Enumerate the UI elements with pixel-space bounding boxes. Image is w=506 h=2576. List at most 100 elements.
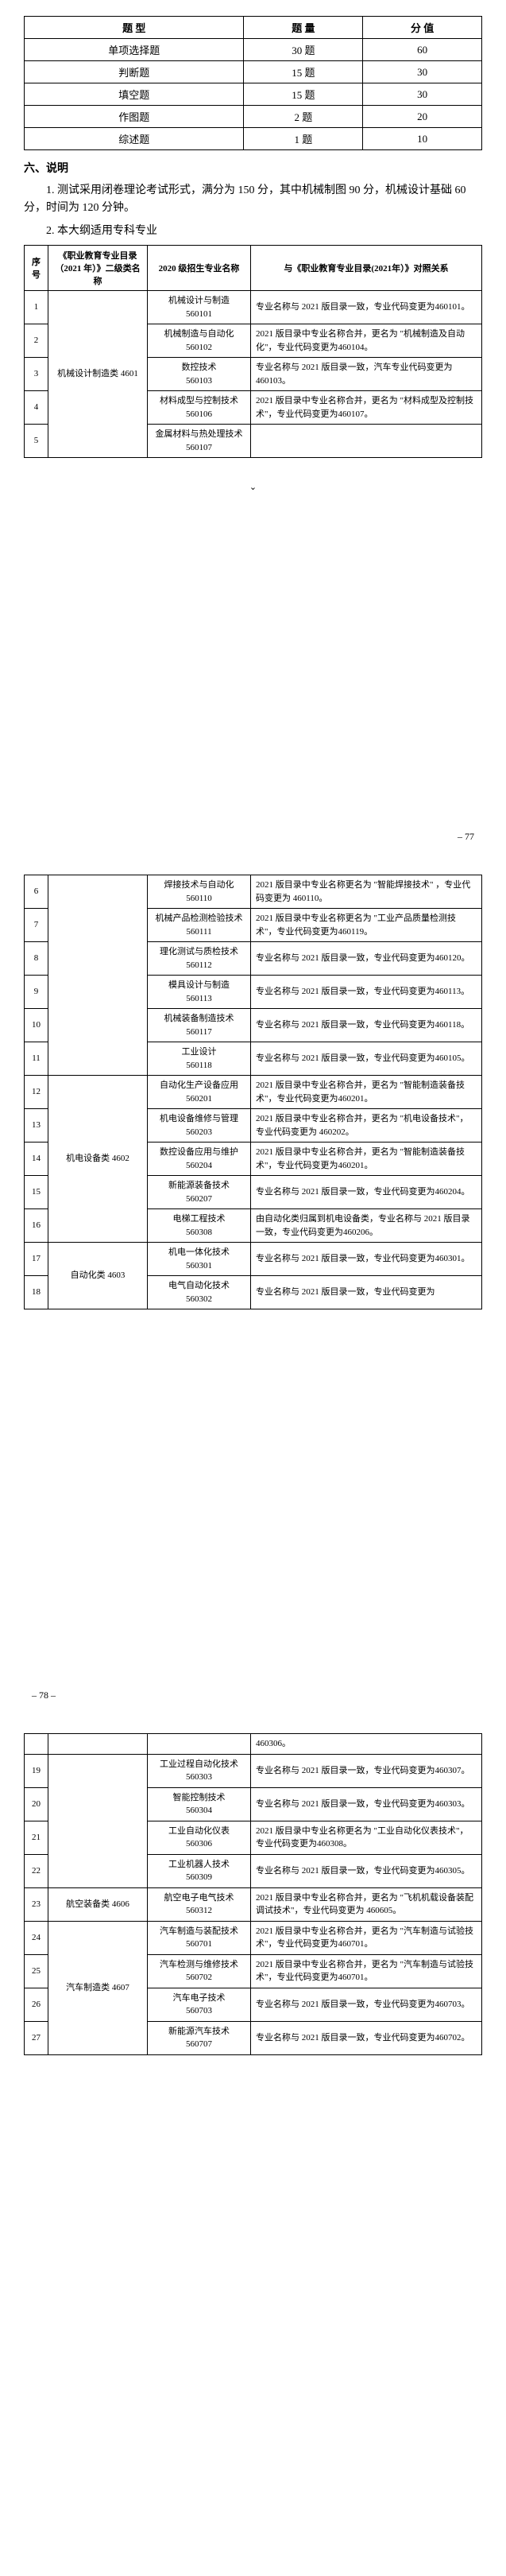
table-cell: 专业名称与 2021 版目录一致，专业代码变更为460703。 [251,1988,482,2021]
table-cell: 21 [25,1821,48,1854]
table-row: 12机电设备类 4602自动化生产设备应用5602012021 版目录中专业名称… [25,1076,482,1109]
table-cell: 6 [25,875,48,909]
table-cell: 数控技术560103 [148,358,251,391]
col-type: 题 型 [25,17,244,39]
table-cell: 自动化生产设备应用560201 [148,1076,251,1109]
table-cell: 14 [25,1143,48,1176]
table-cell: 专业名称与 2021 版目录一致，专业代码变更为460120。 [251,942,482,976]
table-cell: 2021 版目录中专业名称合并，更名为 "智能制造装备技术"，专业代码变更为46… [251,1076,482,1109]
table-cell: 24 [25,1921,48,1954]
table-cell: 数控设备应用与维护560204 [148,1143,251,1176]
table-cell: 材料成型与控制技术560106 [148,391,251,425]
table-cell: 18 [25,1276,48,1309]
table-cell: 专业名称与 2021 版目录一致，专业代码变更为460101。 [251,291,482,324]
table-cell: 22 [25,1854,48,1887]
table-cell: 26 [25,1988,48,2021]
table-cell: 工业机器人技术560309 [148,1854,251,1887]
table-cell: 机电设备维修与管理560203 [148,1109,251,1143]
table-cell: 由自动化类归属到机电设备类，专业名称与 2021 版目录一致，专业代码变更为46… [251,1209,482,1243]
table-cell: 工业设计560118 [148,1042,251,1076]
table-cell: 汽车电子技术560703 [148,1988,251,2021]
table-cell: 2021 版目录中专业名称合并，更名为 "汽车制造与试验技术"，专业代码变更为4… [251,1954,482,1988]
table-cell: 13 [25,1109,48,1143]
major-table-1: 序号 《职业教育专业目录（2021 年）》二级类名称 2020 级招生专业名称 … [24,245,482,458]
table-cell: 专业名称与 2021 版目录一致，专业代码变更为460113。 [251,976,482,1009]
table-cell: 16 [25,1209,48,1243]
table-cell: 20 [25,1787,48,1821]
table-cell: 8 [25,942,48,976]
table-row: 460306。 [25,1734,482,1755]
section-6-title: 六、说明 [24,160,482,176]
table-cell: 2 [25,324,48,358]
section-6-p1: 1. 测试采用闭卷理论考试形式，满分为 150 分，其中机械制图 90 分，机械… [24,182,482,218]
table-row: 23航空装备类 4606航空电子电气技术5603122021 版目录中专业名称合… [25,1887,482,1921]
table-cell: 15 [25,1176,48,1209]
table-cell: 专业名称与 2021 版目录一致，专业代码变更为460118。 [251,1009,482,1042]
table-row: 1机械设计制造类 4601机械设计与制造560101专业名称与 2021 版目录… [25,291,482,324]
table-cell: 机械设计制造类 4601 [48,291,148,458]
table-cell: 机电设备类 4602 [48,1076,148,1243]
table-cell: 新能源装备技术560207 [148,1176,251,1209]
table-cell: 19 [25,1754,48,1787]
table-cell: 1 [25,291,48,324]
table-cell: 7 [25,909,48,942]
table-cell: 自动化类 4603 [48,1243,148,1309]
table-cell: 机电一体化技术560301 [148,1243,251,1276]
table-cell: 机械制造与自动化560102 [148,324,251,358]
major-table-2: 6 焊接技术与自动化5601102021 版目录中专业名称更名为 "智能焊接技术"… [24,875,482,1309]
table-cell: 5 [25,425,48,458]
table-cell: 机械装备制造技术560117 [148,1009,251,1042]
table-cell: 2021 版目录中专业名称合并，更名为 "飞机机载设备装配调试技术"，专业代码变… [251,1887,482,1921]
table-cell: 焊接技术与自动化560110 [148,875,251,909]
table-cell [25,1734,48,1755]
table-cell: 460306。 [251,1734,482,1755]
table-cell: 专业名称与 2021 版目录一致，专业代码变更为460204。 [251,1176,482,1209]
table-cell: 专业名称与 2021 版目录一致，专业代码变更为 [251,1276,482,1309]
table-cell: 机械设计与制造560101 [148,291,251,324]
table-row: 19工业过程自动化技术560303专业名称与 2021 版目录一致，专业代码变更… [25,1754,482,1787]
table-row: 24汽车制造类 4607汽车制造与装配技术5607012021 版目录中专业名称… [25,1921,482,1954]
table-cell: 电梯工程技术560308 [148,1209,251,1243]
table-cell: 2021 版目录中专业名称合并，更名为 "机械制造及自动化"，专业代码变更为46… [251,324,482,358]
table-cell: 17 [25,1243,48,1276]
table-cell: 2021 版目录中专业名称更名为 "智能焊接技术" ，专业代码变更为 46011… [251,875,482,909]
table-cell: 机械产品检测检验技术560111 [148,909,251,942]
page-3: 460306。19工业过程自动化技术560303专业名称与 2021 版目录一致… [0,1717,506,2576]
table-cell: 专业名称与 2021 版目录一致，汽车专业代码变更为460103。 [251,358,482,391]
table-cell: 2021 版目录中专业名称合并，更名为 "机电设备技术"，专业代码变更为 460… [251,1109,482,1143]
table-cell [48,1754,148,1887]
table-cell: 25 [25,1954,48,1988]
table-cell: 23 [25,1887,48,1921]
page-number-77: – 77 [458,831,474,843]
table-cell: 11 [25,1042,48,1076]
table-cell: 专业名称与 2021 版目录一致，专业代码变更为460301。 [251,1243,482,1276]
major-table-3: 460306。19工业过程自动化技术560303专业名称与 2021 版目录一致… [24,1733,482,2055]
table-cell: 新能源汽车技术560707 [148,2021,251,2054]
exam-type-table: 题 型 题 量 分 值 单项选择题30 题60 判断题15 题30 填空题15 … [24,16,482,150]
table-cell [251,425,482,458]
page-number-78: – 78 – [32,1690,56,1701]
table-cell: 理化测试与质检技术560112 [148,942,251,976]
table-cell: 专业名称与 2021 版目录一致，专业代码变更为460702。 [251,2021,482,2054]
table-row: 17自动化类 4603机电一体化技术560301专业名称与 2021 版目录一致… [25,1243,482,1276]
col-count: 题 量 [244,17,363,39]
table-cell: 航空电子电气技术560312 [148,1887,251,1921]
table-cell: 工业自动化仪表560306 [148,1821,251,1854]
table-cell: 9 [25,976,48,1009]
table-cell: 10 [25,1009,48,1042]
page-2: 6 焊接技术与自动化5601102021 版目录中专业名称更名为 "智能焊接技术"… [0,859,506,1717]
decoration-icon: ⌄ [24,482,482,492]
table-cell: 27 [25,2021,48,2054]
table-cell [148,1734,251,1755]
table-cell: 专业名称与 2021 版目录一致，专业代码变更为460105。 [251,1042,482,1076]
section-6-p2: 2. 本大纲适用专科专业 [24,223,482,240]
table-cell: 专业名称与 2021 版目录一致，专业代码变更为460305。 [251,1854,482,1887]
table-cell: 专业名称与 2021 版目录一致，专业代码变更为460303。 [251,1787,482,1821]
table-cell: 2021 版目录中专业名称合并，更名为 "智能制造装备技术"，专业代码变更为46… [251,1143,482,1176]
table-row: 6 焊接技术与自动化5601102021 版目录中专业名称更名为 "智能焊接技术"… [25,875,482,909]
table-cell: 3 [25,358,48,391]
table-cell: 汽车制造与装配技术560701 [148,1921,251,1954]
table-cell: 12 [25,1076,48,1109]
col-score: 分 值 [363,17,482,39]
table-cell [48,875,148,1076]
